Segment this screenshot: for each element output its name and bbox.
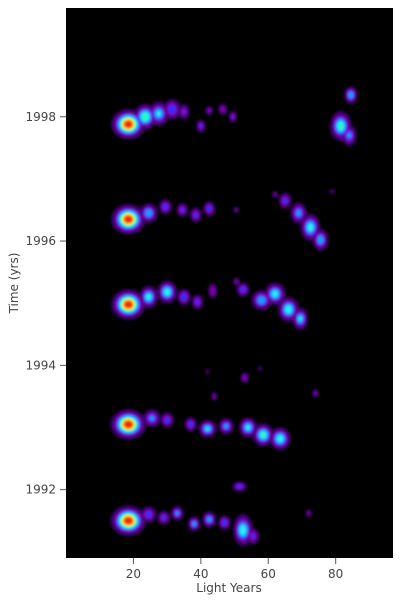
component-e0-b8-level-2 xyxy=(251,533,256,539)
component-e1-b6-level-4 xyxy=(245,424,251,431)
component-e1-b8-level-4 xyxy=(276,434,284,443)
component-e3-b0-level-8 xyxy=(124,215,133,223)
component-e3-b11-level-1 xyxy=(273,192,277,197)
component-e0-b7-level-4 xyxy=(239,524,247,536)
component-e1-b0-level-8 xyxy=(124,420,133,428)
emission-layer xyxy=(110,86,358,547)
component-e1-b4-level-4 xyxy=(205,426,210,431)
component-e2-b6-level-2 xyxy=(240,286,246,293)
y-axis: 1992 1994 1996 1998 xyxy=(25,110,66,497)
component-e2-b1-level-4 xyxy=(145,293,152,301)
component-e4-b6-level-1 xyxy=(207,108,212,114)
component-e4-b9-level-5 xyxy=(338,123,343,129)
component-e0-b4-level-3 xyxy=(192,521,196,527)
component-e4-b1-level-5 xyxy=(142,113,149,121)
component-e3-b4-level-2 xyxy=(193,212,198,218)
component-e3-b5-level-2 xyxy=(206,205,212,212)
component-e1-b1-level-3 xyxy=(149,415,155,421)
epoch-1993.1 xyxy=(110,366,319,451)
x-tick-label: 80 xyxy=(328,567,343,581)
component-e3-b7-level-2 xyxy=(282,197,288,204)
component-e4-b11-level-3 xyxy=(348,91,354,99)
component-e4-b2-level-4 xyxy=(156,111,161,117)
plot-background xyxy=(66,8,393,558)
component-e3-b9-level-4 xyxy=(307,223,314,232)
component-e3-b2-level-2 xyxy=(162,203,169,210)
component-e2-b11-level-1 xyxy=(234,279,238,284)
component-e2-b8-level-4 xyxy=(271,290,279,298)
x-axis-label: Light Years xyxy=(196,581,261,595)
component-e1-b9-level-1 xyxy=(212,394,216,399)
component-e3-b3-level-2 xyxy=(180,207,185,213)
component-e1-b13-level-0 xyxy=(257,366,263,371)
component-e4-b4-level-2 xyxy=(182,109,186,114)
component-e4-b3-level-2 xyxy=(168,104,177,115)
component-e0-b6-level-2 xyxy=(221,519,228,526)
epoch-1996.35 xyxy=(111,189,336,251)
component-e2-b9-level-4 xyxy=(285,305,292,314)
y-tick-label: 1998 xyxy=(25,110,56,124)
component-e3-b10-level-3 xyxy=(317,235,324,244)
component-e2-b4-level-2 xyxy=(195,299,200,305)
component-e1-b11-level-1 xyxy=(242,374,248,382)
component-e2-b10-level-4 xyxy=(298,316,302,322)
component-e2-b3-level-2 xyxy=(180,293,188,301)
y-tick-label: 1994 xyxy=(25,358,56,372)
epoch-1991.5 xyxy=(110,481,312,547)
component-e1-b3-level-2 xyxy=(188,421,194,428)
component-e1-b10-level-1 xyxy=(313,391,317,396)
component-e3-b1-level-3 xyxy=(145,209,152,217)
component-e4-b5-level-2 xyxy=(199,124,203,129)
component-e4-b8-level-2 xyxy=(231,115,234,119)
component-e2-b0-level-8 xyxy=(124,300,133,309)
epoch-1995 xyxy=(111,277,309,330)
component-e2-b5-level-1 xyxy=(209,286,216,296)
component-e1-b2-level-2 xyxy=(164,416,170,424)
component-e0-b10-level-2 xyxy=(236,484,243,489)
component-e3-b12-level-0 xyxy=(329,189,336,194)
component-e4-b10-level-3 xyxy=(347,132,352,139)
component-e2-b7-level-3 xyxy=(257,296,266,304)
component-e0-b3-level-3 xyxy=(175,511,179,516)
y-axis-label: Time (yrs) xyxy=(7,253,21,315)
component-e3-b8-level-3 xyxy=(296,209,302,217)
component-e4-b7-level-1 xyxy=(220,106,226,113)
y-tick-label: 1996 xyxy=(25,234,56,248)
component-e1-b7-level-5 xyxy=(261,432,266,438)
x-tick-label: 40 xyxy=(193,567,208,581)
component-e0-b2-level-2 xyxy=(161,515,167,521)
x-tick-label: 60 xyxy=(261,567,276,581)
component-e0-b5-level-3 xyxy=(206,516,212,523)
x-axis: 20 40 60 80 xyxy=(126,558,343,581)
component-e0-b1-level-2 xyxy=(145,511,152,518)
component-e2-b2-level-4 xyxy=(163,288,171,296)
x-tick-label: 20 xyxy=(126,567,141,581)
component-e1-b12-level-0 xyxy=(205,368,210,375)
component-e1-b5-level-3 xyxy=(223,423,229,429)
y-tick-label: 1992 xyxy=(25,483,56,497)
component-e0-b0-level-8 xyxy=(124,517,133,525)
component-e0-b9-level-1 xyxy=(307,511,311,516)
component-e4-b0-level-8 xyxy=(124,120,133,128)
epoch-1997.9 xyxy=(111,86,358,147)
component-e3-b6-level-1 xyxy=(235,208,238,212)
